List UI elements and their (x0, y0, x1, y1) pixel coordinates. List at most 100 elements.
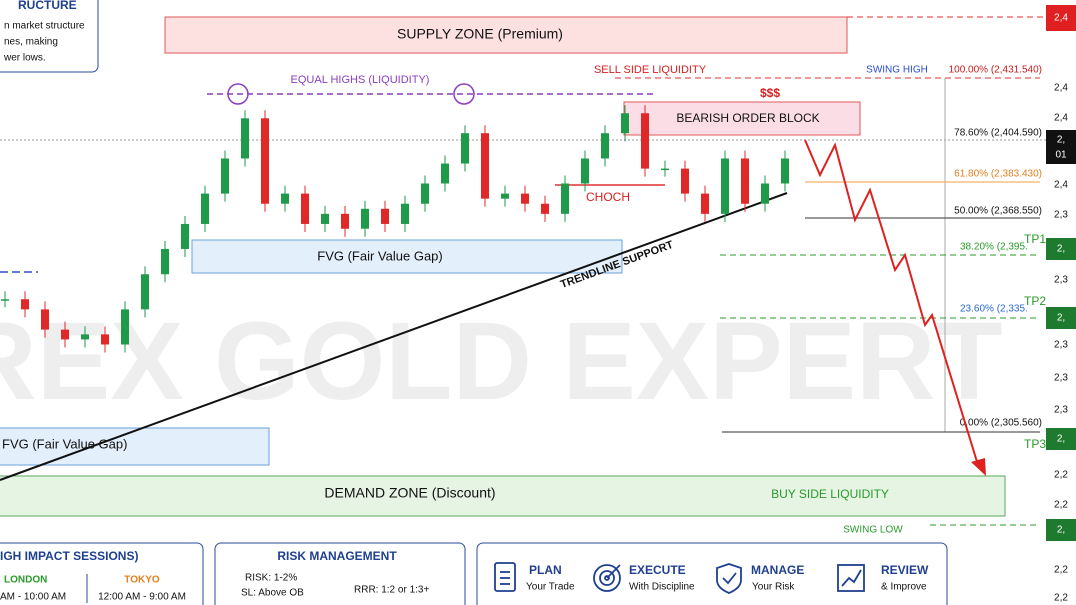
candle-body (141, 274, 149, 310)
axis-label: 2, (1057, 434, 1065, 445)
axis-badge (1046, 428, 1076, 450)
projection-arrow (971, 458, 986, 476)
step-title: PLAN (529, 563, 562, 577)
panel-title: RISK MANAGEMENT (277, 549, 397, 563)
candle-body (101, 334, 109, 345)
axis-label: 2,2 (1054, 470, 1068, 481)
candle-body (621, 113, 629, 134)
candle-body (541, 203, 549, 214)
axis-badge (1046, 5, 1076, 31)
candle-body (461, 133, 469, 164)
candle-body (681, 168, 689, 194)
info-box (0, 0, 99, 73)
supply-zone-label: SUPPLY ZONE (Premium) (397, 26, 563, 42)
candle-body (361, 208, 369, 229)
session-time: 12:00 AM - 9:00 AM (98, 592, 186, 603)
icon-execute (593, 564, 621, 592)
candle-body (481, 133, 489, 199)
candle-body (61, 329, 69, 340)
axis-label: 2,4 (1054, 180, 1068, 191)
fib-label: 100.00% (2,431.540) (949, 65, 1042, 76)
step-sub: & Improve (881, 582, 927, 593)
axis-label: 2,4 (1054, 83, 1068, 94)
candle-body (21, 299, 29, 310)
candle-body (381, 208, 389, 224)
fib-label: 0.00% (2,305.560) (960, 418, 1042, 429)
risk-item: RISK: 1-2% (245, 573, 297, 584)
icon-review (837, 564, 865, 592)
session-name: TOKYO (124, 575, 160, 586)
candle-body (201, 193, 209, 224)
fvg-label: FVG (Fair Value Gap) (317, 248, 442, 263)
candle-body (501, 193, 509, 199)
candle-body (741, 158, 749, 204)
box-line: nes, making (4, 37, 58, 48)
sessions-panel (0, 542, 204, 605)
axis-badge (1046, 238, 1076, 260)
axis-label: 2,3 (1054, 275, 1068, 286)
axis-label: 2,3 (1054, 210, 1068, 221)
fib-label: 23.60% (2,335. (960, 304, 1028, 315)
box-line: n market structure (4, 21, 85, 32)
fib-label: 61.80% (2,383.430) (954, 169, 1042, 180)
equal-highs-label: EQUAL HIGHS (LIQUIDITY) (291, 74, 430, 86)
candle-body (721, 158, 729, 214)
order-block-label: BEARISH ORDER BLOCK (676, 111, 819, 125)
watermark: REX GOLD EXPERT (0, 300, 1003, 423)
session-name: LONDON (4, 575, 47, 586)
dollars-label: $$$ (760, 86, 780, 100)
candle-body (601, 133, 609, 159)
icon-manage (716, 563, 742, 594)
candle-body (1, 299, 9, 301)
fib-label: 38.20% (2,395. (960, 242, 1028, 253)
target-label: TP2 (1024, 294, 1046, 308)
candle-body (121, 309, 129, 345)
swing-high-label: SWING HIGH (866, 65, 928, 76)
demand-zone (0, 475, 1006, 517)
sell-side-label: SELL SIDE LIQUIDITY (594, 64, 707, 76)
axis-label: 2, (1057, 525, 1065, 536)
axis-label: 2,2 (1054, 565, 1068, 576)
candle-body (261, 118, 269, 204)
candle-body (401, 203, 409, 224)
step-sub: Your Trade (526, 582, 575, 593)
order-block (623, 101, 861, 136)
axis-label: 2, (1057, 244, 1065, 255)
candle-body (421, 183, 429, 204)
equal-high-marker (227, 83, 249, 105)
candles (1, 105, 789, 353)
step-title: EXECUTE (629, 563, 686, 577)
axis-badge (1046, 519, 1076, 541)
candle-body (221, 158, 229, 194)
candle-body (341, 213, 349, 229)
session-time: AM - 10:00 AM (0, 592, 66, 603)
step-title: REVIEW (881, 563, 929, 577)
fvg-label: FVG (Fair Value Gap) (2, 436, 127, 451)
candle-body (761, 183, 769, 204)
axis-label: 2,4 (1054, 113, 1068, 124)
candle-body (281, 193, 289, 204)
step-sub: With Discipline (629, 582, 695, 593)
candle-body (321, 213, 329, 224)
projection (804, 139, 979, 466)
box-title: RUCTURE (18, 0, 77, 12)
candle-body (41, 309, 49, 330)
candle-body (241, 118, 249, 159)
target-label: TP3 (1024, 437, 1046, 451)
axis-label: 2,2 (1054, 500, 1068, 511)
candle-body (161, 248, 169, 275)
candle-body (581, 158, 589, 184)
axis-label: 2,3 (1054, 340, 1068, 351)
risk-panel (214, 542, 466, 605)
candle-body (561, 183, 569, 214)
fvg-zone (191, 239, 623, 274)
candle-body (181, 223, 189, 249)
axis-label: 2,3 (1054, 373, 1068, 384)
axis-label: 2, (1057, 135, 1065, 146)
icon-plan (494, 562, 516, 592)
axis-badge (1046, 307, 1076, 329)
axis-label: 2,3 (1054, 405, 1068, 416)
fvg-zone (0, 427, 270, 466)
